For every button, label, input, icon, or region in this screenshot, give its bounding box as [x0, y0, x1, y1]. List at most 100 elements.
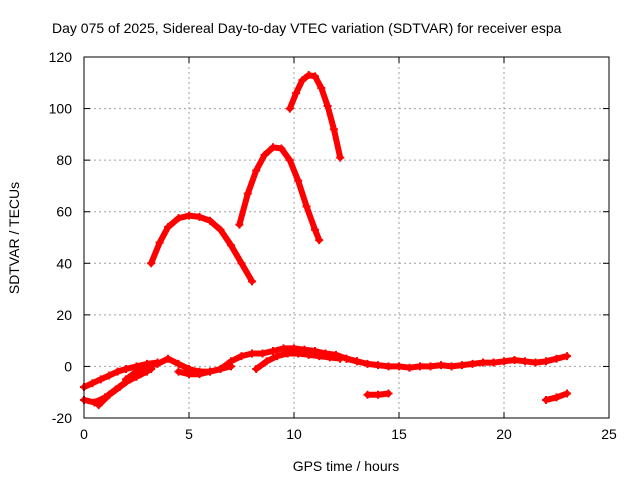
data-point — [195, 370, 204, 379]
data-point — [185, 211, 193, 220]
data-point — [468, 359, 477, 368]
data-point — [405, 363, 414, 372]
series-layer — [80, 71, 571, 410]
data-point — [206, 216, 214, 225]
data-point — [298, 76, 307, 85]
x-axis-label: GPS time / hours — [293, 458, 400, 474]
data-point — [315, 352, 324, 361]
data-point — [374, 361, 382, 370]
data-point — [153, 359, 162, 368]
data-point — [317, 83, 326, 92]
series-arc-3 — [286, 72, 344, 161]
data-point — [374, 390, 382, 399]
data-point — [216, 365, 225, 374]
data-point — [105, 371, 114, 380]
data-point — [269, 346, 277, 355]
data-point — [227, 241, 235, 250]
data-point — [285, 104, 294, 113]
data-point — [174, 367, 183, 376]
data-point — [147, 259, 156, 268]
y-tick-label: 80 — [56, 152, 72, 168]
data-point — [302, 202, 311, 211]
data-point — [248, 349, 256, 358]
data-point — [248, 277, 256, 286]
data-point — [279, 344, 288, 353]
data-point — [531, 358, 540, 367]
data-point — [216, 225, 225, 234]
x-tick-label: 20 — [496, 426, 512, 442]
data-point — [311, 72, 319, 81]
data-point — [105, 390, 114, 399]
data-point — [132, 367, 141, 376]
data-point — [262, 357, 271, 366]
data-point — [329, 125, 338, 134]
series-low-7 — [343, 353, 570, 371]
axis-ticks: 0 5 10 15 20 25 -20 0 20 40 60 80 100 120 — [49, 49, 617, 442]
data-point — [269, 143, 277, 152]
data-point — [237, 259, 246, 268]
data-point — [500, 357, 508, 366]
data-point — [285, 156, 294, 165]
chart-title: Day 075 of 2025, Sidereal Day-to-day VTE… — [52, 20, 562, 36]
data-point — [395, 362, 403, 371]
data-point — [235, 220, 244, 229]
data-point — [542, 357, 550, 366]
data-point — [521, 357, 529, 366]
data-point — [115, 383, 124, 392]
x-tick-label: 15 — [391, 426, 407, 442]
y-tick-label: 60 — [56, 204, 72, 220]
x-tick-label: 25 — [601, 426, 617, 442]
y-axis-label: SDTVAR / TECUs — [6, 182, 22, 294]
data-point — [227, 362, 235, 371]
data-point — [304, 350, 313, 359]
y-tick-label: 100 — [49, 101, 73, 117]
data-point — [94, 401, 103, 410]
x-tick-label: 10 — [286, 426, 302, 442]
data-point — [155, 238, 164, 247]
data-point — [552, 354, 561, 363]
data-point — [96, 375, 105, 384]
data-point — [206, 367, 214, 376]
data-point — [258, 349, 267, 358]
data-point — [252, 166, 261, 175]
data-point — [447, 362, 456, 371]
data-point — [260, 150, 269, 159]
data-point — [294, 349, 303, 358]
data-point — [336, 153, 345, 162]
data-point — [292, 89, 301, 98]
data-point — [563, 389, 571, 398]
data-point — [325, 353, 334, 362]
data-point — [304, 71, 313, 80]
data-point — [143, 362, 151, 371]
data-point — [88, 379, 97, 388]
data-point — [243, 189, 252, 198]
data-point — [384, 362, 393, 371]
y-tick-label: 20 — [56, 307, 72, 323]
data-point — [174, 214, 183, 223]
data-point — [195, 212, 204, 221]
data-point — [323, 101, 332, 110]
data-point — [510, 355, 519, 364]
data-point — [273, 352, 282, 361]
data-point — [122, 365, 130, 374]
data-point — [185, 370, 193, 379]
data-point — [311, 225, 319, 234]
data-point — [353, 357, 361, 366]
plot-frame — [83, 56, 610, 419]
data-point — [426, 362, 435, 371]
y-tick-label: 0 — [64, 358, 72, 374]
data-point — [113, 367, 122, 376]
data-point — [384, 389, 393, 398]
y-tick-label: -20 — [52, 410, 72, 426]
data-point — [252, 365, 261, 374]
data-point — [416, 362, 424, 371]
data-point — [283, 349, 292, 358]
data-point — [458, 361, 466, 370]
data-point — [342, 354, 351, 363]
data-point — [479, 358, 487, 367]
data-point — [315, 236, 324, 245]
data-point — [363, 390, 372, 399]
y-tick-label: 40 — [56, 255, 72, 271]
data-point — [437, 361, 445, 370]
